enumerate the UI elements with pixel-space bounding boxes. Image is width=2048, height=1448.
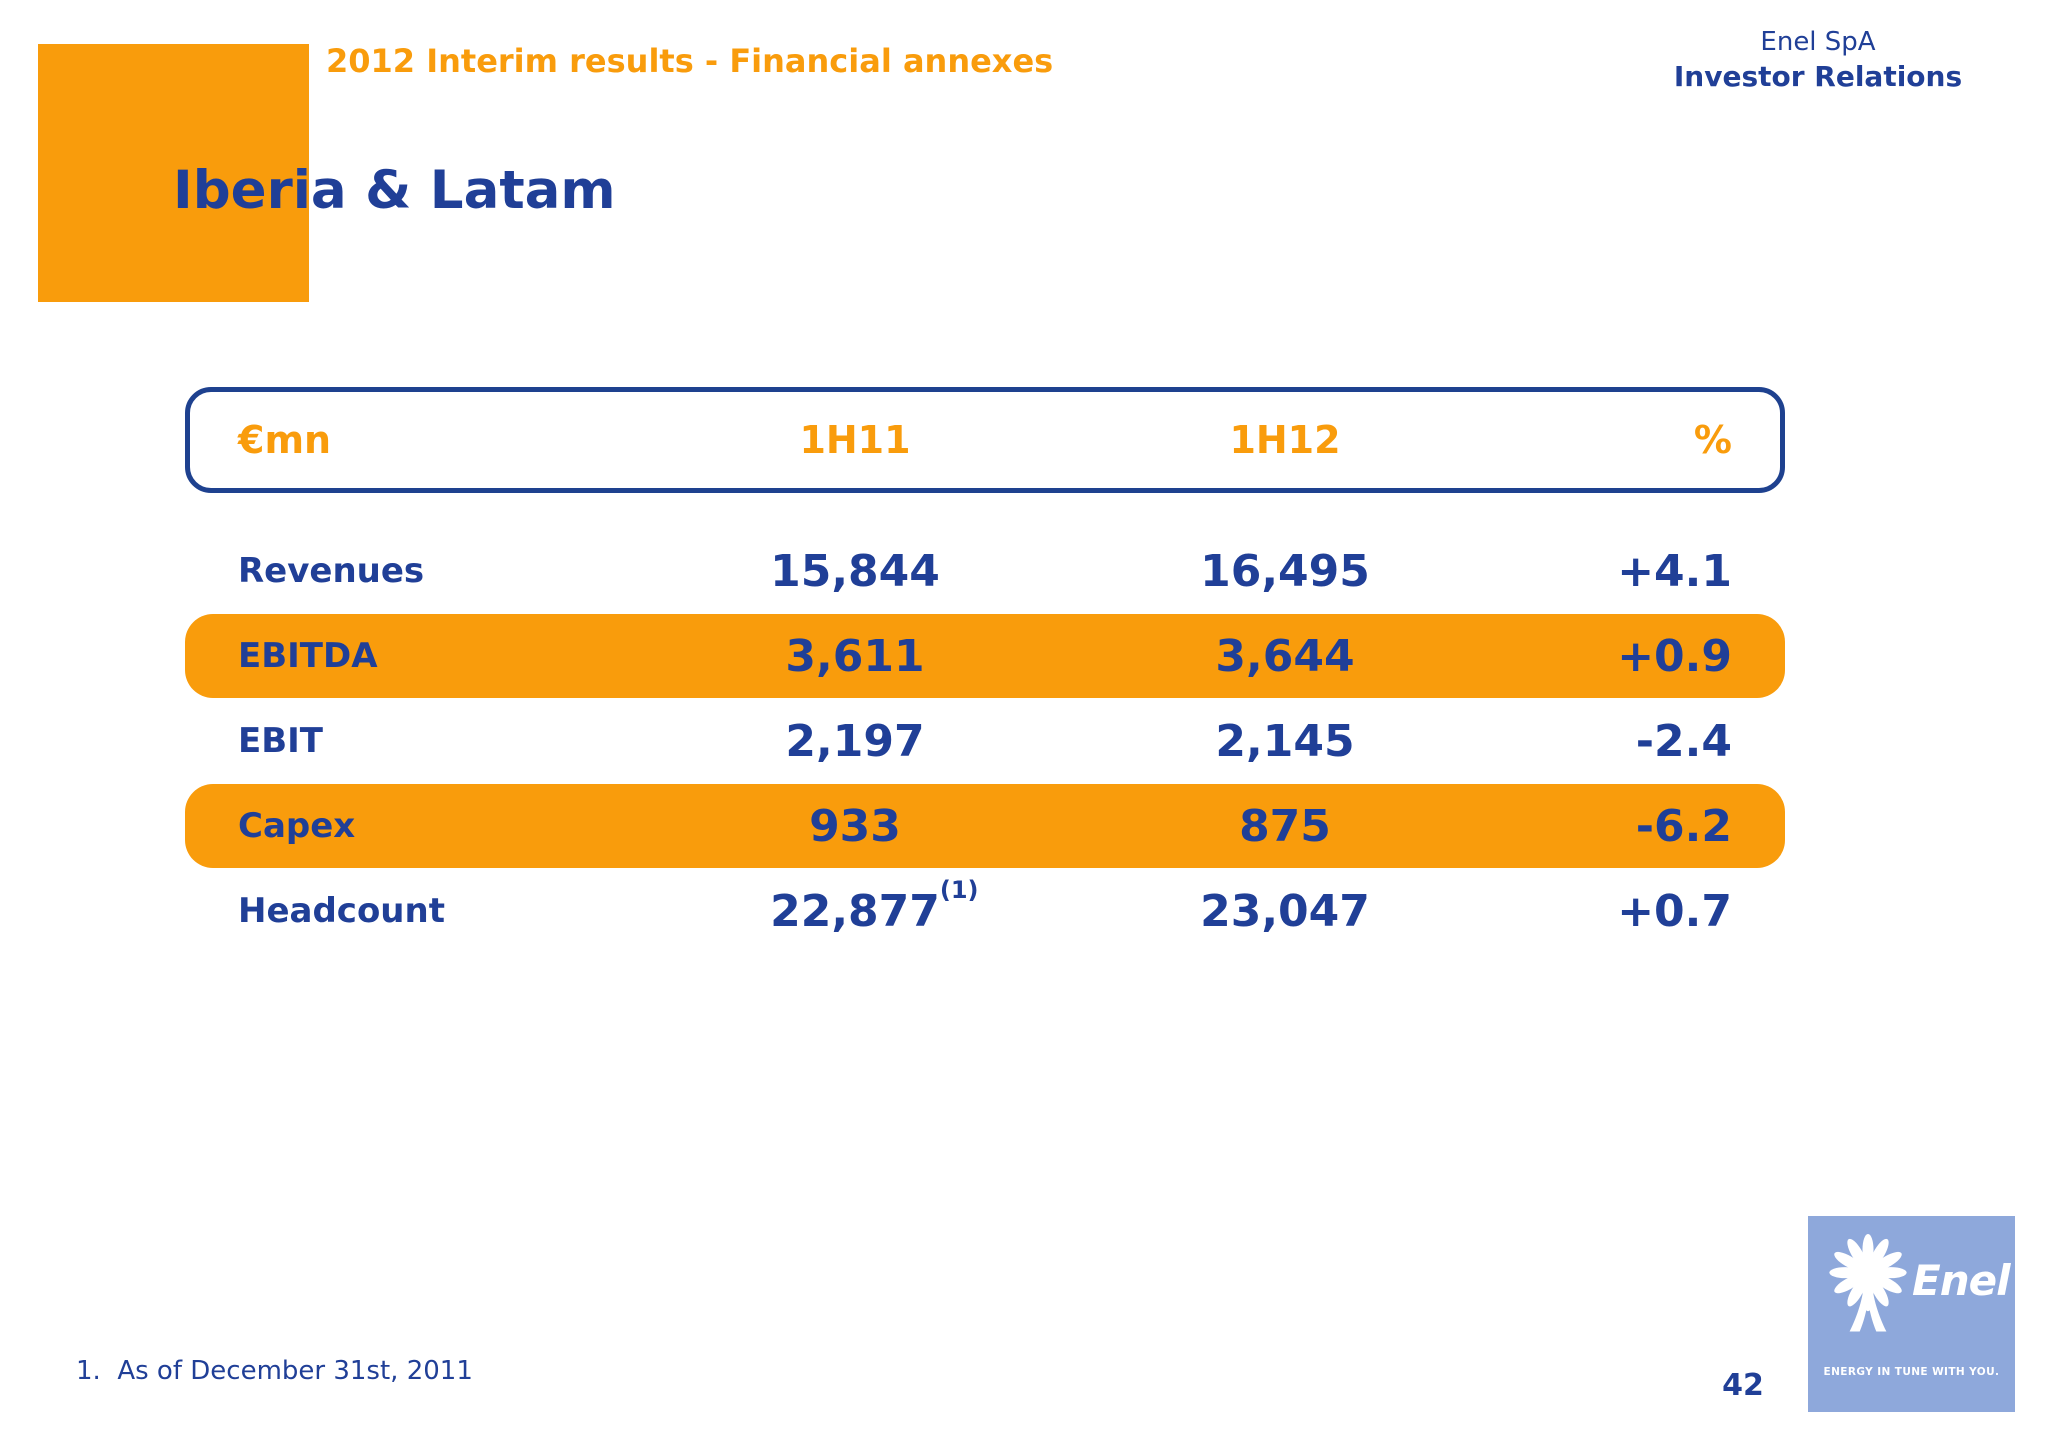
row-value-1h11: 2,197 [785,715,925,767]
row-value-1h12: 23,047 [1200,885,1370,937]
row-label: EBITDA [238,636,378,676]
column-header-pct: % [1693,418,1732,462]
row-label: Headcount [238,891,445,931]
page-number: 42 [1722,1368,1764,1403]
row-value-pct: -6.2 [1635,800,1732,852]
enel-wordmark: Enel [1912,1256,2010,1305]
table-row-revenues: Revenues 15,844 16,495 +4.1 [185,529,1785,613]
table-row-capex: Capex 933 875 -6.2 [185,784,1785,868]
table-header-row: €mn 1H11 1H12 % [185,387,1785,493]
brand-accent-square [38,44,309,302]
enel-logo: Enel ENERGY IN TUNE WITH YOU. [1808,1216,2015,1412]
enel-tree-icon [1829,1233,1907,1332]
row-label: Capex [238,806,356,846]
row-value-1h11: 933 [809,800,901,852]
row-value-1h12: 3,644 [1215,630,1355,682]
column-header-1h11: 1H11 [799,418,911,462]
column-header-1h12: 1H12 [1229,418,1341,462]
presentation-header: 2012 Interim results - Financial annexes [326,42,1054,80]
row-label: Revenues [238,551,425,591]
footnote: 1. As of December 31st, 2011 [76,1356,473,1386]
row-value-pct: +4.1 [1617,545,1732,597]
row-value-1h12: 875 [1239,800,1331,852]
page-title: Iberia & Latam [173,160,616,221]
footnote-marker: (1) [939,875,979,904]
row-value-pct: -2.4 [1635,715,1732,767]
table-row-ebitda: EBITDA 3,611 3,644 +0.9 [185,614,1785,698]
enel-tagline: ENERGY IN TUNE WITH YOU. [1823,1366,2000,1378]
row-label: EBIT [238,721,323,761]
row-value-1h11: 3,611 [785,630,925,682]
row-value-1h11: 22,877 (1) [635,876,1075,937]
department-name: Investor Relations [1673,59,1963,93]
company-block: Enel SpA Investor Relations [1598,26,2038,94]
row-value-1h12: 16,495 [1200,545,1370,597]
table-body: Revenues 15,844 16,495 +4.1 EBITDA 3,611… [185,529,1785,953]
row-value-number: 22,877 [770,885,940,937]
table-row-ebit: EBIT 2,197 2,145 -2.4 [185,699,1785,783]
column-header-unit: €mn [238,418,332,462]
row-value-pct: +0.7 [1617,885,1732,937]
financial-table: €mn 1H11 1H12 % Revenues 15,844 16,495 +… [185,387,1785,953]
row-value-1h12: 2,145 [1215,715,1355,767]
row-value-1h11: 15,844 [770,545,940,597]
row-value-pct: +0.9 [1617,630,1732,682]
table-row-headcount: Headcount 22,877 (1) 23,047 +0.7 [185,869,1785,953]
company-name: Enel SpA [1760,27,1876,57]
